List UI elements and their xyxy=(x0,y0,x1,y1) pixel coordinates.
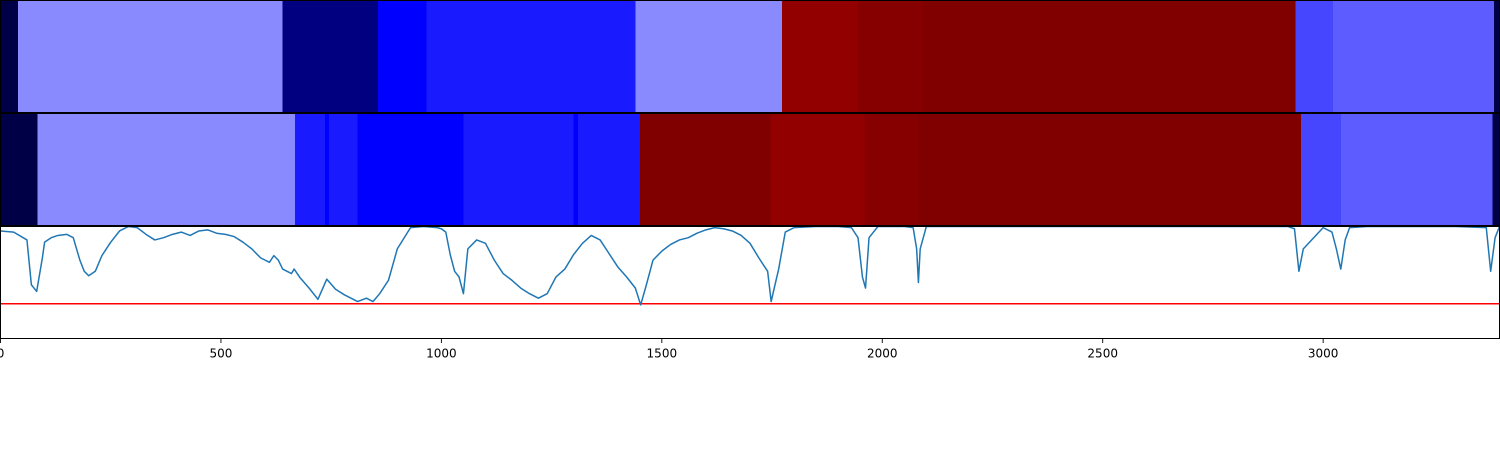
x-tick-label-0: 0 xyxy=(0,347,4,361)
x-axis: 0 500 1000 1500 2000 2500 3000 xyxy=(0,338,1339,361)
heatmap-segment-0-0 xyxy=(0,0,19,113)
heatmap-segment-1-11 xyxy=(864,113,919,226)
heatmap-segment-1-6 xyxy=(463,113,574,226)
heatmap-segment-1-8 xyxy=(578,113,640,226)
heatmap-panel-top xyxy=(0,0,1500,113)
x-tick-label-6: 3000 xyxy=(1308,347,1339,361)
heatmap-segment-1-4 xyxy=(328,113,358,226)
heatmap-segment-0-8 xyxy=(922,0,1296,113)
heatmap-segment-0-3 xyxy=(377,0,427,113)
x-tick-label-4: 2000 xyxy=(867,347,898,361)
x-tick-label-3: 1500 xyxy=(647,347,678,361)
heatmap-segment-1-14 xyxy=(1340,113,1493,226)
heatmap-segment-0-9 xyxy=(1295,0,1333,113)
x-tick-label-2: 1000 xyxy=(426,347,457,361)
heatmap-segment-0-10 xyxy=(1332,0,1495,113)
heatmap-segment-1-2 xyxy=(295,113,325,226)
line-panel-bottom xyxy=(0,226,1500,339)
heatmap-segment-1-1 xyxy=(37,113,296,226)
heatmap-segment-0-4 xyxy=(426,0,636,113)
heatmap-segment-1-9 xyxy=(639,113,771,226)
heatmap-segment-0-7 xyxy=(857,0,923,113)
heatmap-segment-1-15 xyxy=(1492,113,1500,226)
heatmap-segment-1-0 xyxy=(0,113,38,226)
heatmap-segment-1-7 xyxy=(573,113,579,226)
heatmap-segment-1-13 xyxy=(1301,113,1341,226)
x-tick-label-5: 2500 xyxy=(1087,347,1118,361)
heatmap-panel-middle xyxy=(0,113,1500,226)
heatmap-segment-0-5 xyxy=(635,0,783,113)
series-line xyxy=(0,226,1500,306)
heatmap-segment-0-6 xyxy=(782,0,858,113)
heatmap-segment-1-12 xyxy=(918,113,1302,226)
x-tick-label-1: 500 xyxy=(209,347,232,361)
heatmap-segment-0-1 xyxy=(18,0,283,113)
heatmap-segment-1-3 xyxy=(324,113,329,226)
heatmap-segment-1-10 xyxy=(770,113,865,226)
heatmap-segment-1-5 xyxy=(357,113,464,226)
heatmap-segment-0-11 xyxy=(1494,0,1500,113)
heatmap-segment-0-2 xyxy=(282,0,378,113)
